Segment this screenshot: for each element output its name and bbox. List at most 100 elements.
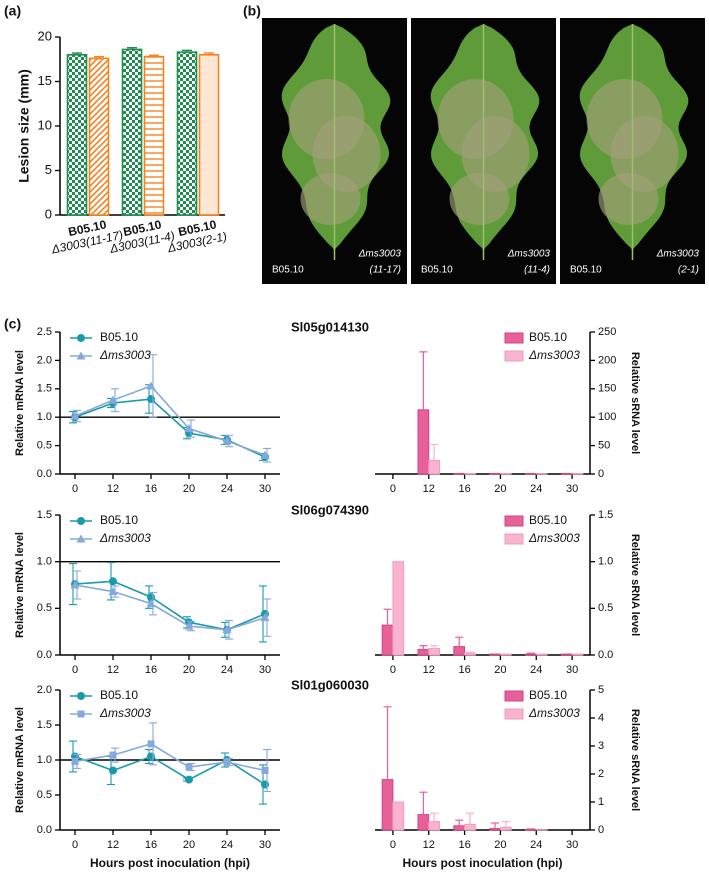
y-tick-label: 250 xyxy=(598,326,616,338)
y-tick-label: 1 xyxy=(598,796,604,808)
y-axis-label: Relative mRNA level xyxy=(14,707,26,813)
bar xyxy=(418,410,429,474)
y-tick-label: 0.0 xyxy=(37,468,52,480)
photo-label: (2-1) xyxy=(678,265,699,276)
x-tick-label: 20 xyxy=(183,839,195,851)
y-tick-label: 0.5 xyxy=(598,602,613,614)
legend-label: B05.10 xyxy=(100,330,138,344)
x-tick-label: 16 xyxy=(458,483,470,495)
legend-swatch xyxy=(505,691,523,701)
bar xyxy=(90,58,109,215)
bar xyxy=(526,829,537,830)
y-tick-label: 1.0 xyxy=(598,556,613,568)
x-tick-label: 24 xyxy=(221,664,233,676)
bar xyxy=(178,52,197,215)
chart-title: Sl01g060030 xyxy=(291,677,369,692)
x-tick-label: 24 xyxy=(221,483,233,495)
legend-label: Δms3003 xyxy=(99,706,151,720)
legend-label: Δms3003 xyxy=(528,531,580,545)
x-tick-label: 0 xyxy=(72,839,78,851)
bar xyxy=(145,57,164,215)
y-tick-label: 0.5 xyxy=(37,602,52,614)
bar xyxy=(526,654,537,655)
x-tick-label: 0 xyxy=(72,664,78,676)
panel-label: (b) xyxy=(243,3,261,19)
bar xyxy=(200,55,219,215)
y-tick-label: 200 xyxy=(598,354,616,366)
bar xyxy=(490,829,501,830)
series-line xyxy=(75,581,265,630)
point xyxy=(110,752,117,759)
y-tick-label: 15 xyxy=(38,73,52,88)
bar xyxy=(454,473,465,474)
x-axis-label: Hours post inoculation (hpi) xyxy=(403,856,563,870)
x-tick-label: 30 xyxy=(566,839,578,851)
legend-label: Δms3003 xyxy=(528,706,580,720)
y-tick-label: 100 xyxy=(598,411,616,423)
point xyxy=(109,577,117,585)
y-tick-label: 5 xyxy=(598,684,604,696)
x-tick-label: 24 xyxy=(530,483,542,495)
bar xyxy=(418,815,429,830)
x-tick-label: 12 xyxy=(423,483,435,495)
panel-label: (a) xyxy=(4,3,21,19)
bar xyxy=(500,654,511,655)
x-tick-label: 16 xyxy=(145,839,157,851)
x-tick-label: 20 xyxy=(183,664,195,676)
y-tick-label: 1.5 xyxy=(37,383,52,395)
bar xyxy=(500,473,511,474)
legend-swatch xyxy=(505,709,523,719)
panel-label: (c) xyxy=(4,316,21,332)
x-tick-label: 30 xyxy=(259,664,271,676)
point xyxy=(109,767,117,775)
x-tick-label: 12 xyxy=(107,839,119,851)
y-tick-label: 10 xyxy=(38,117,52,132)
x-tick-label: 12 xyxy=(107,483,119,495)
bar xyxy=(382,780,393,830)
bar xyxy=(526,473,537,474)
x-tick-label: 30 xyxy=(566,483,578,495)
y-axis-label: Relative sRNA level xyxy=(629,709,641,811)
y-tick-label: 0.5 xyxy=(37,440,52,452)
bar xyxy=(536,654,547,655)
y-axis-label: Relative mRNA level xyxy=(14,350,26,456)
x-tick-label: 12 xyxy=(107,664,119,676)
bar xyxy=(429,822,440,830)
point xyxy=(148,740,155,747)
y-tick-label: 1.5 xyxy=(598,509,613,521)
bar xyxy=(500,827,511,830)
y-tick-label: 3 xyxy=(598,740,604,752)
x-tick-label: 20 xyxy=(183,483,195,495)
chart-title: Sl05g014130 xyxy=(291,319,369,334)
x-tick-label: 20 xyxy=(494,664,506,676)
x-tick-label: 16 xyxy=(458,664,470,676)
y-axis-label: Relative sRNA level xyxy=(629,352,641,454)
x-tick-label: 0 xyxy=(390,483,396,495)
point xyxy=(261,781,269,789)
legend-marker xyxy=(77,334,85,342)
legend-label: B05.10 xyxy=(529,513,567,527)
x-tick-label: 20 xyxy=(494,483,506,495)
y-tick-label: 0.0 xyxy=(37,824,52,836)
y-tick-label: 20 xyxy=(38,28,52,43)
x-tick-label: 16 xyxy=(145,664,157,676)
legend-label: B05.10 xyxy=(529,688,567,702)
bar xyxy=(68,55,87,215)
y-tick-label: 0 xyxy=(45,206,52,221)
bar xyxy=(490,654,501,655)
y-tick-label: 2 xyxy=(598,768,604,780)
point xyxy=(72,758,79,765)
legend-label: Δms3003 xyxy=(528,348,580,362)
bar xyxy=(429,460,440,474)
bar xyxy=(393,562,404,655)
y-tick-label: 5 xyxy=(45,162,52,177)
bar xyxy=(418,649,429,655)
photo-label: B05.10 xyxy=(570,265,602,276)
legend-swatch xyxy=(505,333,523,343)
legend-marker xyxy=(77,517,85,525)
photo-label: Δms3003 xyxy=(358,249,402,260)
legend-swatch xyxy=(505,351,523,361)
lesion xyxy=(301,173,361,225)
